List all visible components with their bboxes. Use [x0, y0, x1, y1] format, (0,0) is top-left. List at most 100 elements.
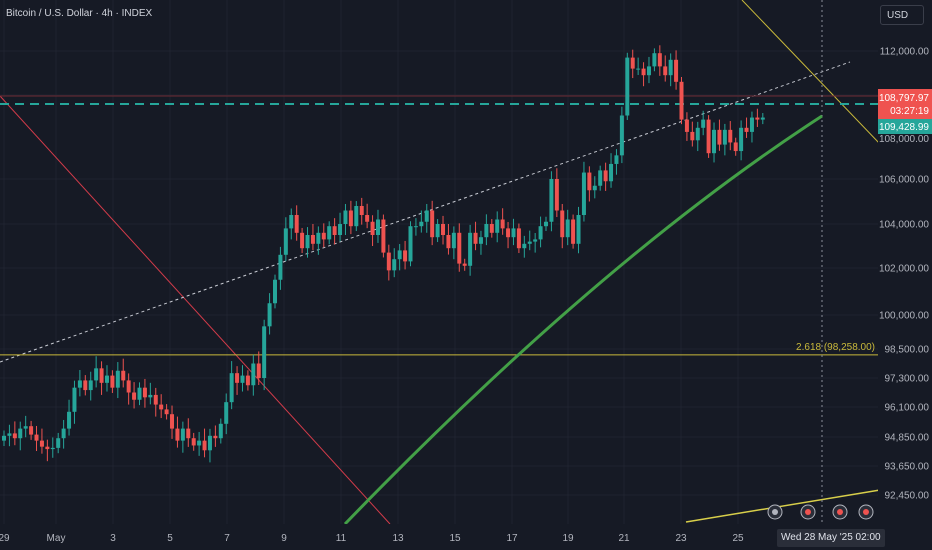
x-tick-label: 9 [281, 533, 287, 544]
candle-body [489, 224, 494, 233]
candle-body [267, 303, 272, 327]
candle-body [625, 57, 630, 116]
candle-body [511, 228, 516, 238]
y-tick-label: 100,000.00 [879, 311, 929, 322]
candle-body [39, 440, 44, 447]
candle-body [375, 219, 380, 235]
candle-body [684, 119, 689, 132]
candle-body [619, 115, 624, 156]
candle-body [598, 170, 603, 186]
x-tick-label: 23 [675, 533, 687, 544]
countdown-value: 03:27:19 [890, 106, 929, 117]
candle-body [413, 226, 418, 228]
candle-body [695, 127, 700, 141]
candle-body [701, 119, 706, 128]
candle-body [343, 210, 348, 224]
candle-body [717, 129, 722, 145]
candle-body [88, 380, 93, 391]
candle-body [722, 129, 727, 145]
candle-body [99, 368, 104, 383]
currency-button[interactable]: USD [880, 5, 924, 25]
x-tick-label: 25 [732, 533, 744, 544]
yellow-trend-line-upper [741, 0, 881, 145]
flag-icon [858, 504, 874, 520]
candle-body [202, 440, 207, 451]
level-tag [878, 119, 932, 134]
candle-body [104, 375, 109, 383]
price-axis[interactable]: 112,000.00110,000.00106,000.00104,000.00… [878, 0, 932, 550]
candle-body [646, 66, 651, 76]
candle-body [744, 127, 749, 132]
candle-body [739, 127, 744, 152]
y-tick-label: 97,300.00 [885, 374, 930, 385]
y-tick-label: 106,000.00 [879, 175, 929, 186]
candle-body [321, 232, 326, 240]
green-curve [343, 114, 823, 526]
candle-body [148, 394, 153, 398]
symbol-title: Bitcoin / U.S. Dollar · 4h · INDEX [6, 8, 153, 19]
candle-body [18, 428, 23, 439]
flag-icon [800, 504, 816, 520]
candle-body [430, 210, 435, 238]
candle-body [760, 117, 765, 120]
red-trend-line [0, 95, 391, 525]
y-tick-label: 112,000.00 [880, 47, 930, 58]
candle-body [365, 215, 370, 222]
level-value: 109,428.99 [879, 122, 929, 133]
candle-body [50, 447, 55, 450]
candle-body [614, 155, 619, 164]
candle-body [338, 224, 343, 235]
candle-body [251, 363, 256, 386]
candle-body [457, 232, 462, 264]
candle-body [153, 394, 158, 405]
candle-body [370, 221, 375, 235]
candle-body [218, 423, 223, 439]
candle-body [197, 440, 202, 446]
candle-body [473, 232, 478, 244]
candle-body [224, 402, 229, 424]
candle-body [256, 363, 261, 378]
flag-icon [832, 504, 848, 520]
candle-body [733, 142, 738, 152]
candle-body [630, 57, 635, 69]
candle-body [77, 380, 82, 388]
y-tick-label: 92,450.00 [885, 491, 930, 502]
candle-body [527, 241, 532, 244]
candle-body [571, 219, 576, 244]
candle-body [581, 172, 586, 215]
x-tick-label: 5 [167, 533, 173, 544]
y-tick-label: 98,500.00 [885, 345, 930, 356]
candle-body [283, 228, 288, 255]
candle-body [381, 219, 386, 253]
candle-body [516, 228, 521, 249]
candle-body [451, 232, 456, 249]
candle-body [663, 66, 668, 76]
candle-body [749, 117, 754, 132]
candle-body [229, 373, 234, 403]
candle-body [397, 250, 402, 260]
candle-body [755, 117, 760, 120]
time-axis[interactable]: 29 May 3 5 7 9 11 13 15 17 19 21 23 25 [0, 504, 878, 550]
candle-body [213, 435, 218, 439]
candle-body [235, 373, 240, 383]
candle-body [554, 179, 559, 211]
candle-body [94, 368, 99, 381]
candle-body [657, 53, 662, 67]
candle-body [468, 232, 473, 266]
candle-body [29, 426, 34, 435]
candle-body [175, 428, 180, 441]
candle-body [603, 170, 608, 182]
candle-body [186, 428, 191, 439]
candle-body [706, 119, 711, 154]
candle-body [72, 387, 77, 412]
candle-body [679, 81, 684, 120]
candle-body [273, 279, 277, 304]
candle-body [142, 387, 147, 398]
last-price-tag [878, 89, 932, 119]
candle-body [294, 215, 299, 233]
crosshair-date-label: Wed 28 May '25 02:00 [777, 529, 885, 547]
candle-body [327, 226, 332, 240]
